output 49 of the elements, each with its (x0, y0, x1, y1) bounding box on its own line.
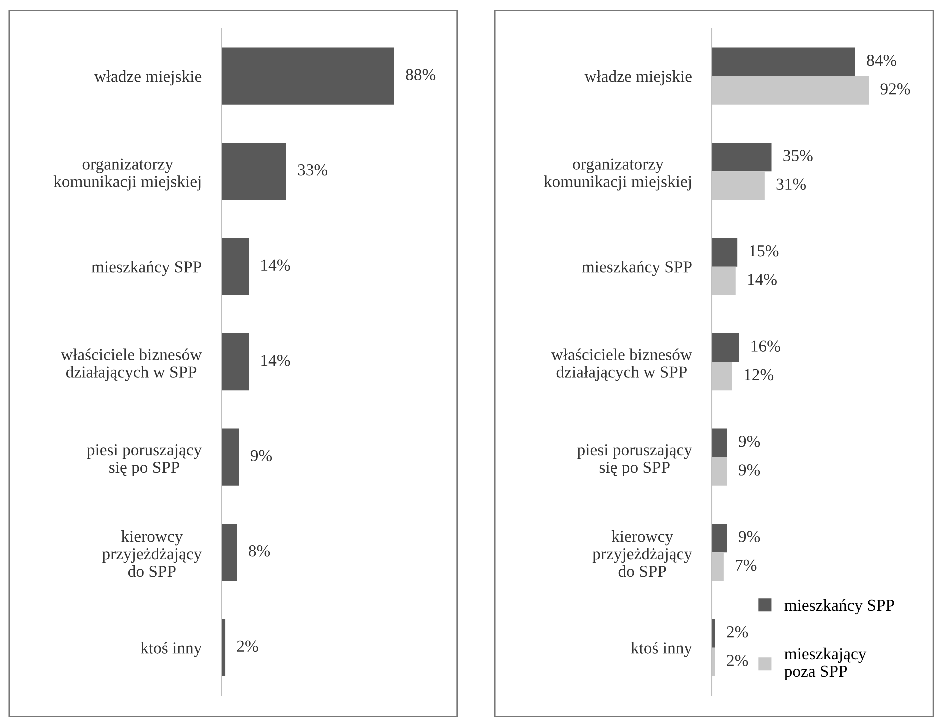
data-label: 16% (752, 340, 780, 352)
data-label: 9% (738, 531, 760, 543)
y-tick-label: ktoś inny (140, 642, 202, 658)
bar (222, 334, 250, 391)
bar (222, 238, 250, 296)
bar (222, 524, 238, 582)
bar (222, 142, 286, 200)
y-tick-label: władze miejskie (94, 70, 202, 86)
y-tick-label: władze miejskie (584, 70, 692, 86)
bar (222, 48, 394, 105)
y-tick-label: właściciele biznesów działających w SPP (61, 348, 202, 382)
data-label: 14% (262, 260, 290, 272)
bar (712, 428, 728, 458)
y-tick-label: kierowcy przyjeżdżający do SPP (592, 530, 692, 578)
y-tick-label: ktoś inny (631, 642, 692, 658)
data-label: 9% (738, 436, 760, 448)
bar (712, 334, 740, 362)
data-label: 2% (727, 655, 748, 666)
legend-label: mieszkający poza SPP (784, 648, 867, 680)
data-label: 12% (745, 369, 774, 381)
bar (712, 524, 728, 553)
legend-label: mieszkańcy SPP (784, 599, 894, 615)
data-label: 31% (776, 178, 806, 190)
data-label: 33% (298, 164, 328, 176)
data-label: 14% (748, 274, 777, 286)
y-tick-label: piesi poruszający się po SPP (578, 444, 692, 477)
data-label: 88% (406, 69, 436, 81)
y-tick-label: kierowcy przyjeżdżający do SPP (102, 530, 202, 578)
bar (222, 428, 240, 486)
y-tick-label: organizatorzy komunikacji miejskiej (544, 158, 692, 191)
data-label: 8% (249, 546, 270, 557)
data-label: 15% (750, 245, 779, 257)
y-tick-label: piesi poruszający się po SPP (87, 444, 202, 477)
data-label: 2% (727, 626, 748, 638)
bar (712, 142, 772, 172)
y-tick-label: organizatorzy komunikacji miejskiej (54, 158, 201, 191)
data-label: 92% (880, 84, 910, 95)
data-label: 35% (784, 150, 813, 162)
data-label: 14% (262, 355, 290, 366)
data-label: 84% (867, 54, 897, 66)
data-label: 9% (738, 464, 760, 476)
data-label: 9% (250, 450, 272, 462)
data-label: 7% (736, 560, 757, 572)
y-tick-label: mieszkańcy SPP (582, 261, 692, 276)
bar (712, 48, 856, 76)
data-label: 2% (237, 640, 258, 652)
y-tick-label: mieszkańcy SPP (92, 261, 202, 276)
bar (712, 238, 738, 267)
y-tick-label: właściciele biznesów działających w SPP (551, 348, 692, 382)
